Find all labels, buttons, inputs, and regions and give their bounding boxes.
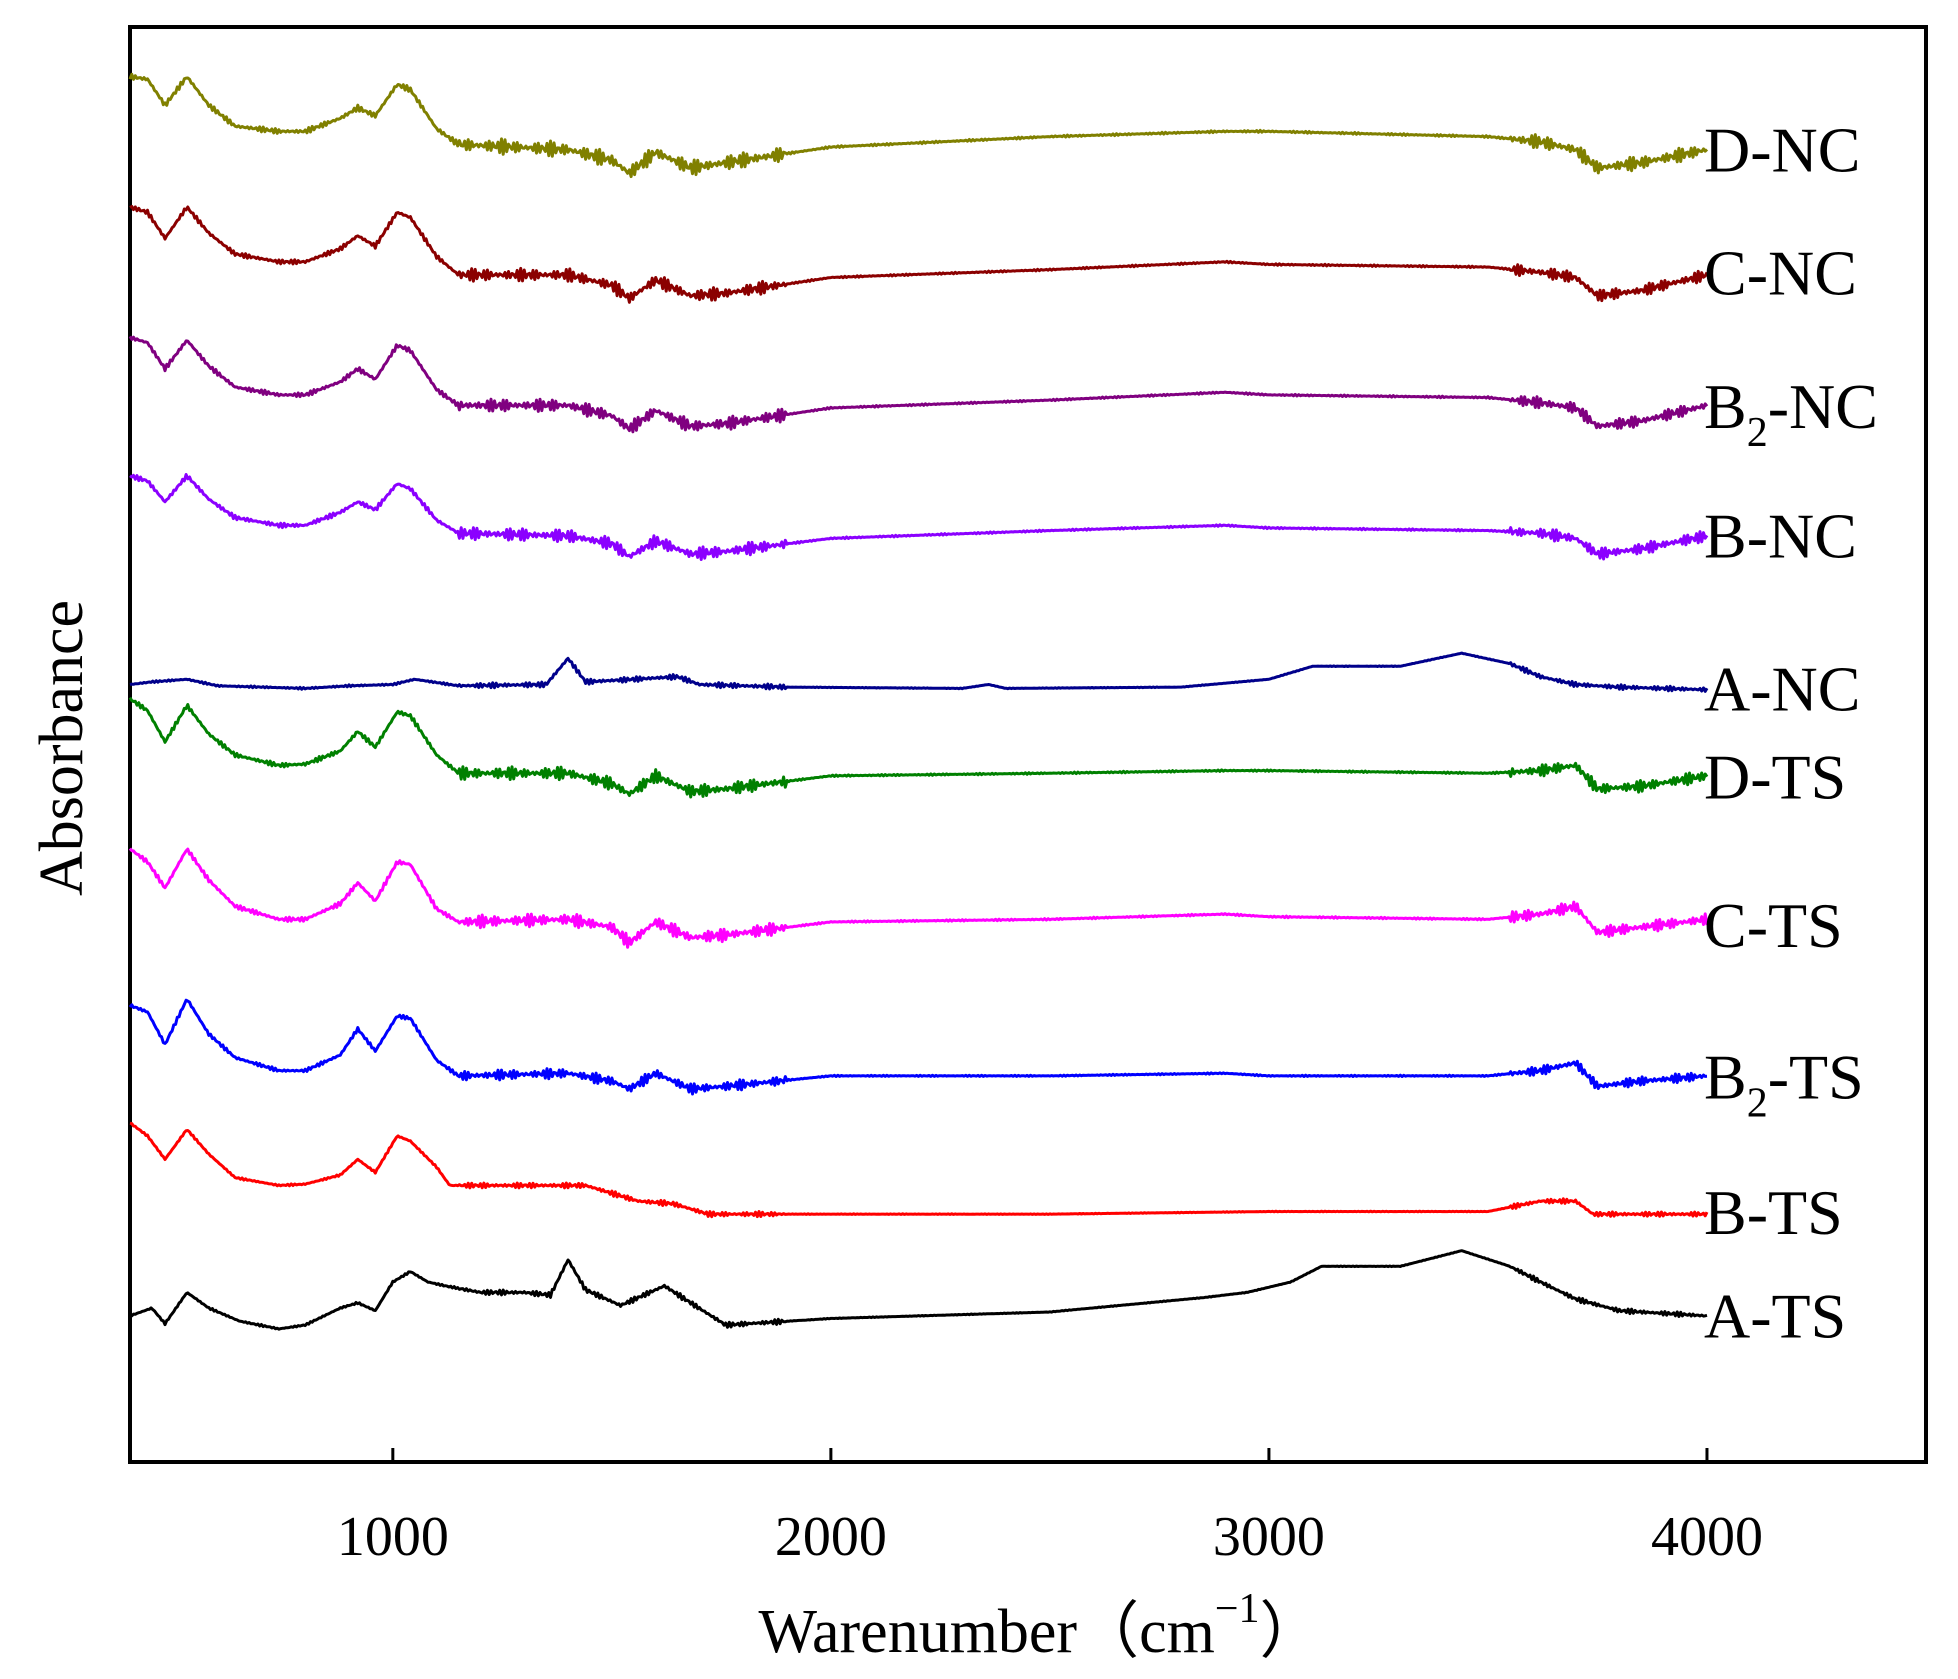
series-line-A-TS bbox=[129, 1249, 1708, 1331]
series-label-main: D-NC bbox=[1704, 114, 1860, 185]
series-line-A-NC bbox=[129, 651, 1709, 693]
series-label-subscript: 2 bbox=[1747, 1080, 1768, 1126]
series-label-A-TS: A-TS bbox=[1704, 1280, 1846, 1351]
series-label-suffix: -NC bbox=[1768, 371, 1878, 442]
series-label-B-TS: B-TS bbox=[1704, 1177, 1843, 1248]
series-line-B-NC bbox=[129, 473, 1709, 561]
series-label-main: B bbox=[1704, 1041, 1747, 1112]
x-axis-title-main: Warenumber（cm bbox=[758, 1598, 1214, 1666]
series-line-B-TS bbox=[129, 1121, 1709, 1219]
x-tick-label: 2000 bbox=[775, 1506, 887, 1568]
series-label-suffix: -TS bbox=[1768, 1041, 1864, 1112]
y-axis-title: Absorbance bbox=[28, 600, 96, 896]
series-label-main: B-TS bbox=[1704, 1177, 1843, 1248]
series-label-D-NC: D-NC bbox=[1704, 114, 1860, 185]
series-line-C-TS bbox=[128, 847, 1709, 949]
series-line-B₂-NC bbox=[128, 335, 1709, 434]
series-label-group: A-TSB-TSB2-TSC-TSD-TSA-NCB-NCB2-NCC-NCD-… bbox=[1704, 114, 1878, 1351]
series-label-main: B bbox=[1704, 371, 1747, 442]
series-label-main: C-TS bbox=[1704, 890, 1843, 961]
x-tick-label: 1000 bbox=[337, 1506, 449, 1568]
series-label-subscript: 2 bbox=[1747, 410, 1768, 456]
series-label-main: B-NC bbox=[1704, 500, 1857, 571]
series-label-B-NC: B-NC bbox=[1704, 500, 1857, 571]
series-label-main: A-TS bbox=[1704, 1280, 1846, 1351]
x-tick-label: 3000 bbox=[1213, 1506, 1325, 1568]
series-line-B₂-TS bbox=[128, 998, 1708, 1096]
x-axis: 1000 2000 3000 4000 bbox=[337, 1448, 1763, 1568]
series-label-B₂-TS: B2-TS bbox=[1704, 1041, 1864, 1126]
series-line-C-NC bbox=[129, 205, 1709, 304]
series-label-B₂-NC: B2-NC bbox=[1704, 371, 1878, 456]
x-axis-title: Warenumber（cm−1） bbox=[758, 1586, 1321, 1666]
series-label-A-NC: A-NC bbox=[1704, 653, 1860, 724]
series-label-main: C-NC bbox=[1704, 237, 1857, 308]
x-tick-label: 4000 bbox=[1651, 1506, 1763, 1568]
plot-frame bbox=[128, 25, 1928, 1464]
series-line-D-NC bbox=[128, 72, 1709, 179]
series-label-C-TS: C-TS bbox=[1704, 890, 1843, 961]
series-label-C-NC: C-NC bbox=[1704, 237, 1857, 308]
x-axis-title-sup: −1 bbox=[1215, 1586, 1260, 1632]
series-label-D-TS: D-TS bbox=[1704, 742, 1846, 813]
series-line-D-TS bbox=[128, 696, 1709, 799]
series-group bbox=[128, 72, 1709, 1331]
series-label-main: A-NC bbox=[1704, 653, 1860, 724]
series-label-main: D-TS bbox=[1704, 742, 1846, 813]
x-axis-title-close: ） bbox=[1260, 1598, 1322, 1666]
